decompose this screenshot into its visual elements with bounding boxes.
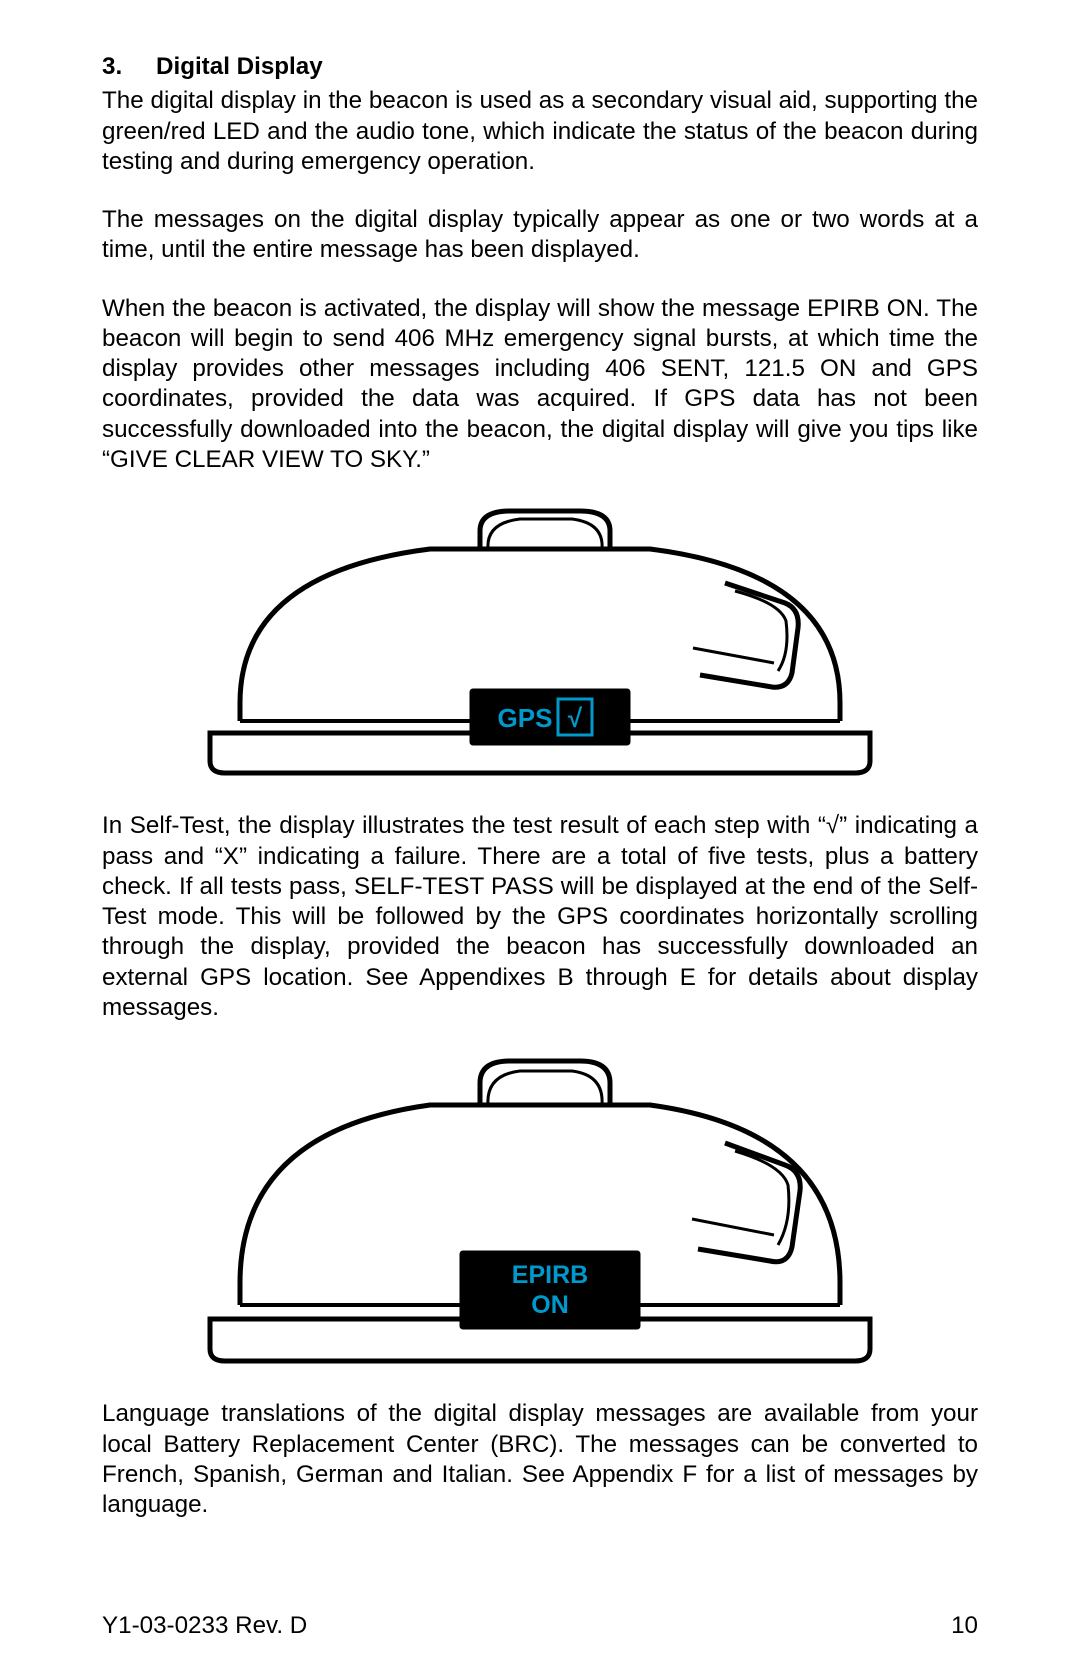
footer-doc-id: Y1-03-0233 Rev. D: [102, 1611, 307, 1641]
figure-1-lcd-symbol: √: [568, 703, 583, 733]
figure-2-lcd-line2: ON: [531, 1291, 569, 1319]
paragraph-2: The messages on the digital display typi…: [102, 205, 978, 266]
paragraph-3: When the beacon is activated, the displa…: [102, 294, 978, 476]
document-page: 3.Digital Display The digital display in…: [0, 0, 1080, 1669]
footer-page-number: 10: [951, 1611, 978, 1641]
figure-2-lcd-line1: EPIRB: [512, 1261, 588, 1289]
figure-2-wrapper: EPIRB ON: [102, 1051, 978, 1379]
figure-1-wrapper: GPS √: [102, 503, 978, 791]
section-heading: 3.Digital Display: [102, 52, 978, 82]
paragraph-1: The digital display in the beacon is use…: [102, 86, 978, 177]
paragraph-4: In Self-Test, the display illustrates th…: [102, 811, 978, 1023]
section-title: Digital Display: [156, 53, 323, 80]
paragraph-5: Language translations of the digital dis…: [102, 1399, 978, 1520]
figure-1-lcd-text: GPS: [498, 703, 553, 733]
section-number: 3.: [102, 52, 156, 82]
beacon-illustration-2: EPIRB ON: [180, 1051, 900, 1371]
page-footer: Y1-03-0233 Rev. D 10: [102, 1611, 978, 1641]
beacon-illustration-1: GPS √: [180, 503, 900, 783]
